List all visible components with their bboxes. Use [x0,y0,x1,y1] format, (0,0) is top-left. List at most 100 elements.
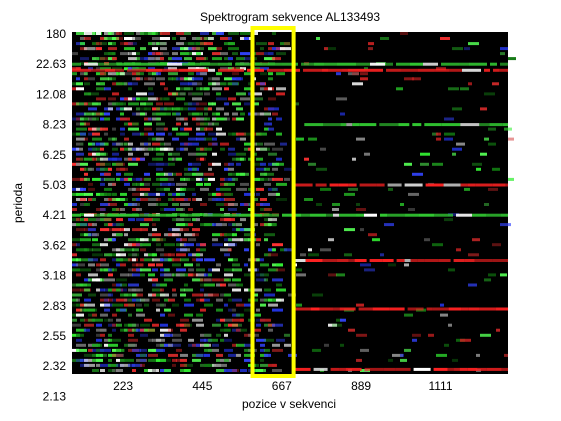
spectrum-cell [76,152,84,156]
spectrum-cell [168,182,175,186]
spectrum-cell [224,328,230,332]
spectrum-cell [108,238,114,242]
band-segment [201,62,218,66]
spectrum-cell [168,258,174,262]
spectrum-cell [96,152,106,156]
spectrum-cell [120,132,125,136]
spectrum-cell [228,238,232,242]
spectrum-cell [236,137,240,141]
spectrum-cell [308,253,319,257]
spectrum-cell [168,192,172,196]
spectrum-cell [412,338,417,342]
spectrum-cell [260,162,266,166]
spectrum-cell [108,97,116,101]
spectrum-cell [108,137,115,141]
spectrum-cell [160,203,168,206]
spectrum-cell [320,248,331,252]
spectrum-cell [160,177,168,181]
band-segment [477,367,487,371]
spectrum-cell [224,77,232,81]
spectrum-cell [212,142,218,146]
spectrum-cell [260,72,267,76]
spectrum-cell [200,283,207,287]
spectrum-cell [240,328,247,332]
spectrum-cell [452,47,463,51]
spectrum-cell [132,369,136,372]
spectrum-cell [296,303,302,307]
spectrum-cell [112,303,123,307]
spectrum-cell [340,112,345,116]
spectrum-cell [132,258,136,262]
spectrum-cell [108,318,113,322]
band-segment [410,62,423,66]
spectrum-cell [196,52,201,56]
spectrum-cell [412,77,421,81]
spectrum-cell [116,248,124,252]
spectrum-cell [476,353,480,357]
spectrum-cell [140,268,151,272]
spectrum-cell [156,132,165,136]
spectrum-cell [200,72,207,76]
spectrum-cell [148,67,155,71]
x-tick-label: 1111 [428,379,452,393]
spectrum-cell [104,192,111,196]
spectrum-cell [484,203,489,206]
spectrum-cell [256,238,261,242]
spectrum-cell [148,117,152,121]
band-segment [354,259,367,262]
spectrum-cell [132,243,142,247]
spectrum-cell [100,353,107,357]
spectrum-cell [252,293,258,297]
spectrum-cell [216,192,221,196]
spectrum-cell [184,187,195,191]
spectrum-cell [432,243,443,247]
spectrum-cell [252,313,261,317]
spectrum-cell [156,343,165,347]
spectrum-cell [220,248,231,252]
spectrum-cell [212,87,222,91]
band-segment [72,68,91,72]
spectrum-cell [244,343,254,347]
spectrum-cell [108,323,115,327]
spectrum-cell [272,369,282,372]
band-segment [370,62,385,66]
spectrum-cell [168,162,175,166]
spectrum-cell [116,283,122,287]
spectrum-cell [244,57,254,61]
band-segment [398,123,410,127]
spectrum-cell [256,52,264,56]
spectrum-cell [224,318,233,322]
spectrum-cell [264,353,271,357]
spectrum-cell [396,87,403,91]
spectrum-cell [272,363,276,367]
spectrum-cell [152,182,162,186]
band-segment [412,123,422,127]
spectrum-cell [212,52,221,56]
spectrum-cell [156,308,160,312]
spectrum-cell [108,369,115,372]
y-tick-label: 8.23 [43,118,67,132]
band-segment [313,367,328,371]
band-segment [447,367,454,371]
band-segment [462,68,481,72]
spectrum-cell [160,313,165,317]
spectrum-cell [124,303,135,307]
spectrum-cell [124,358,134,362]
spectrum-cell [220,52,228,56]
spectrum-cell [156,162,164,166]
spectrum-cell [164,187,170,191]
band-segment [364,367,384,371]
spectrum-cell [96,278,101,282]
spectrum-cell [196,107,204,111]
spectrum-cell [200,243,206,247]
spectrum-cell [228,308,232,312]
spectrum-cell [108,298,113,302]
band-segment [84,62,98,66]
spectrum-cell [96,162,105,166]
spectrum-cell [84,248,93,252]
spectrum-cell [84,92,91,96]
spectrum-cell [112,328,116,332]
spectrum-cell [220,82,226,86]
band-segment [293,259,306,262]
band-segment [456,213,472,217]
